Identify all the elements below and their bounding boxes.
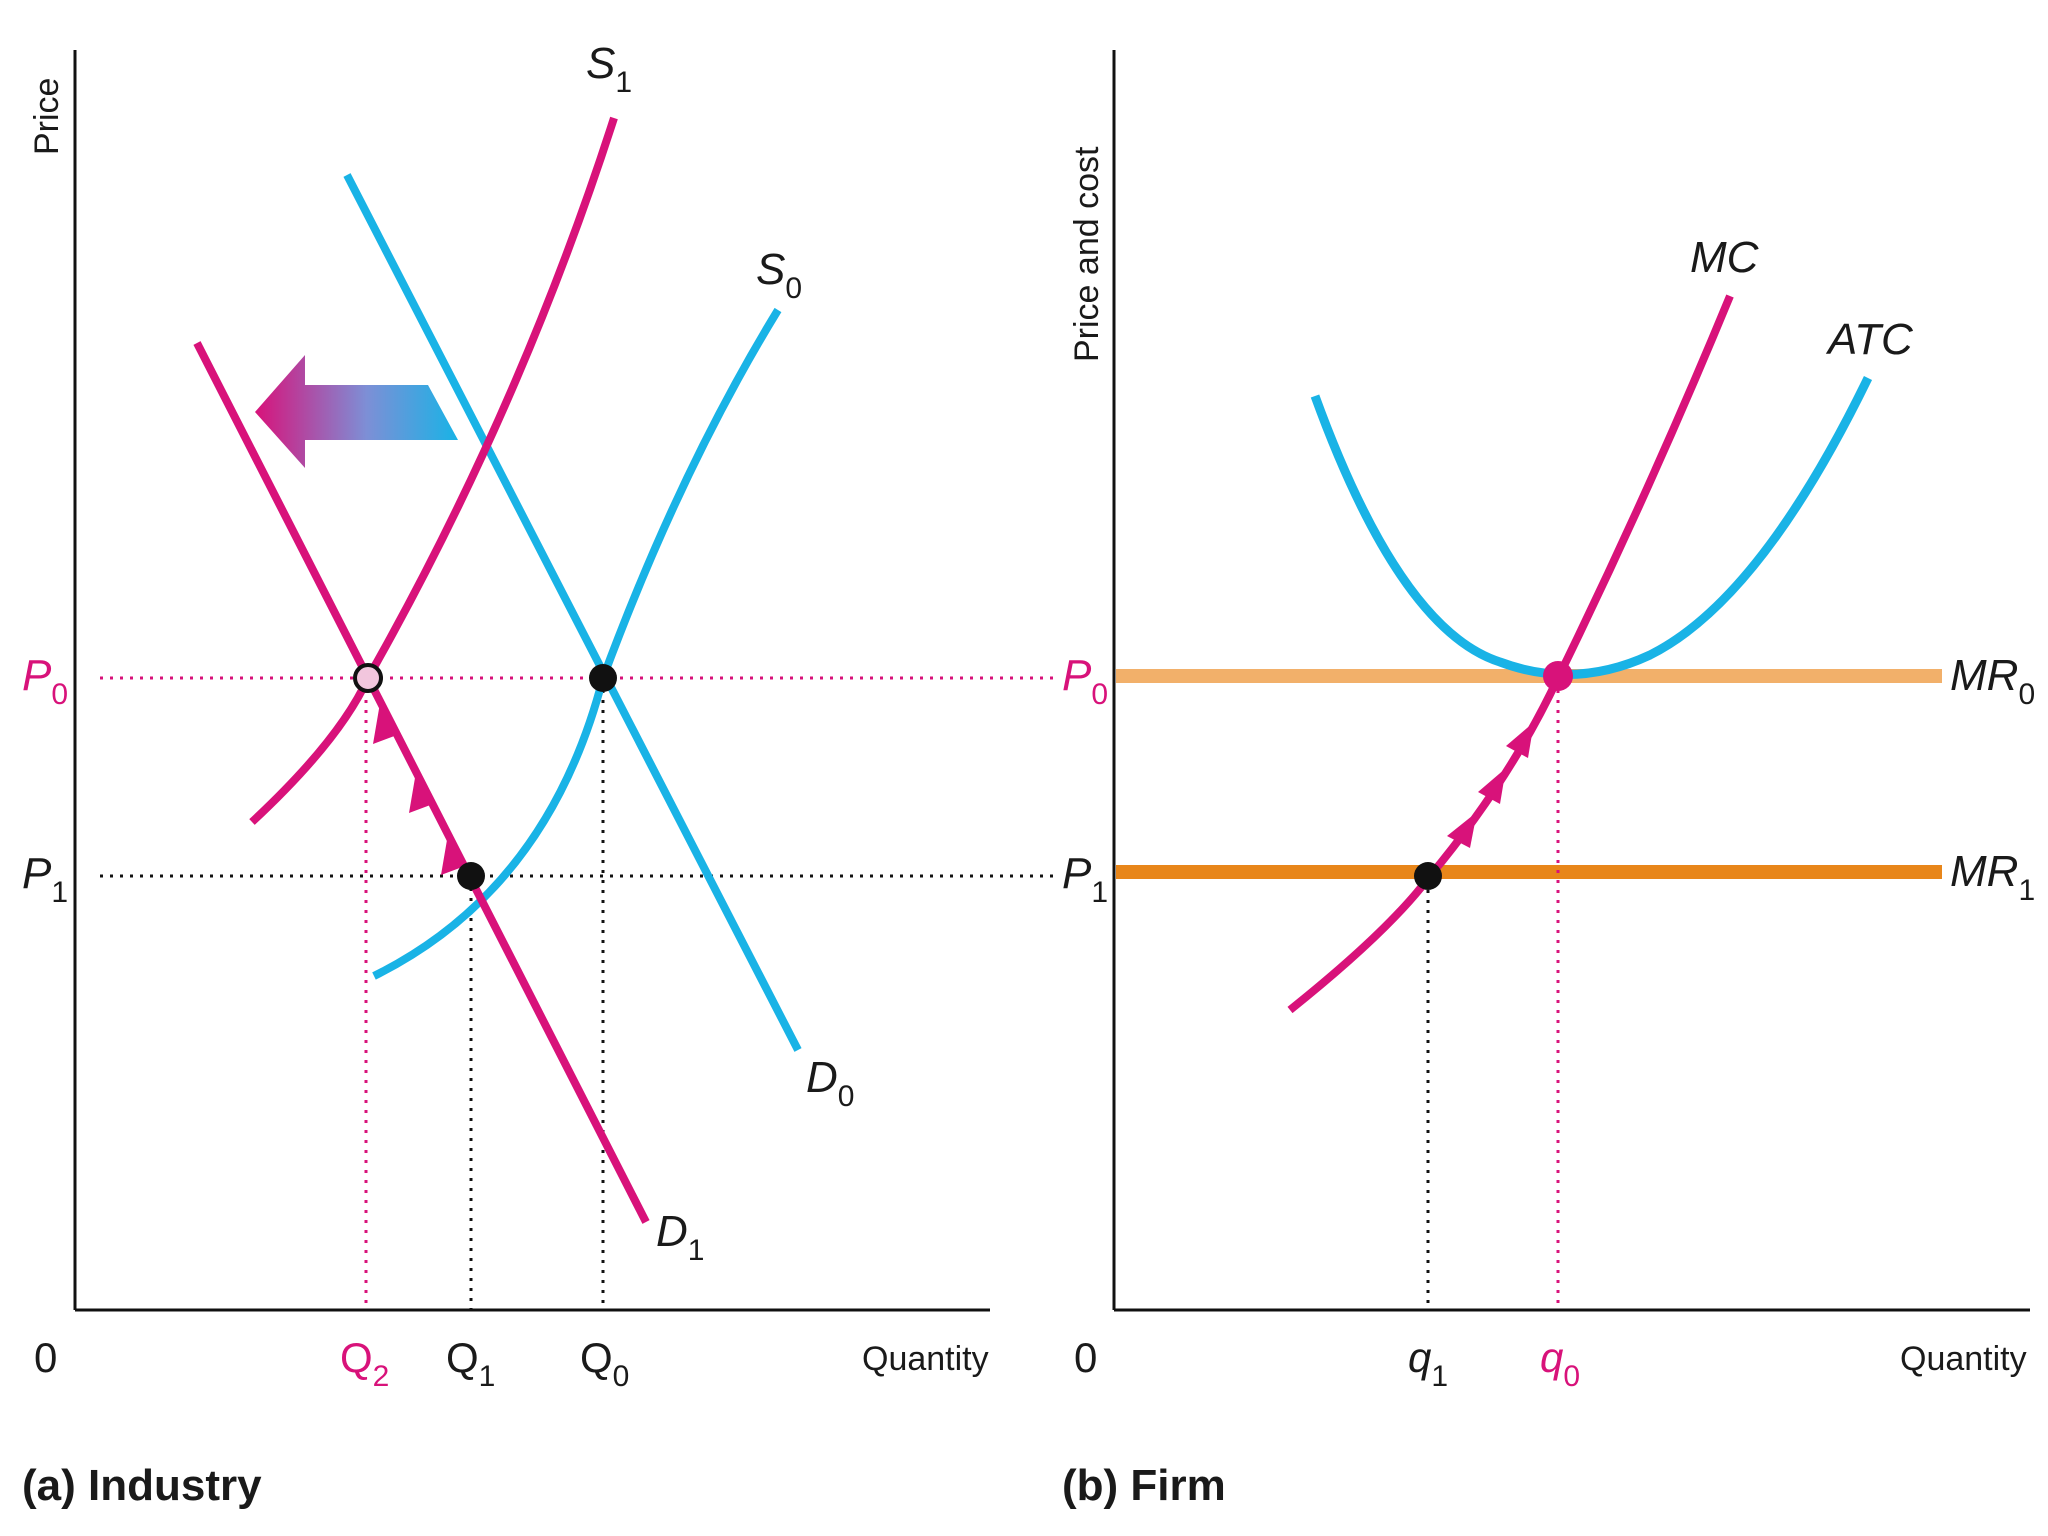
d0-label: D0 bbox=[806, 1053, 854, 1113]
demand-curve-d0 bbox=[343, 173, 802, 1052]
mc-label: MC bbox=[1690, 233, 1760, 282]
firm-panel: MC ATC MR0 MR1 P0 P1 q1 q0 0 Quantity Pr… bbox=[1062, 50, 2035, 1510]
q1-label: Q1 bbox=[446, 1334, 495, 1393]
firm-short-run-point bbox=[1414, 862, 1442, 890]
d1-label: D1 bbox=[656, 1207, 704, 1267]
industry-p1-label: P1 bbox=[22, 849, 68, 909]
path-arrow-3 bbox=[441, 834, 465, 875]
initial-equilibrium-point bbox=[589, 664, 617, 692]
q0-firm-label: q0 bbox=[1540, 1334, 1580, 1393]
firm-path-arrow-2 bbox=[1478, 768, 1506, 804]
firm-caption: (b) Firm bbox=[1062, 1461, 1226, 1510]
industry-origin-label: 0 bbox=[34, 1334, 57, 1381]
demand-shift-arrow bbox=[255, 355, 458, 468]
industry-panel: S1 S0 D0 D1 P0 P1 Q2 Q1 Q0 0 Quantity Pr… bbox=[22, 39, 1060, 1510]
mr1-label: MR1 bbox=[1950, 847, 2035, 907]
s0-label: S0 bbox=[756, 245, 802, 305]
firm-y-axis-title: Price and cost bbox=[1068, 146, 1106, 362]
path-arrow-2 bbox=[409, 772, 433, 813]
mc-curve bbox=[1287, 294, 1734, 1014]
q2-label: Q2 bbox=[340, 1334, 389, 1393]
s1-label: S1 bbox=[586, 39, 632, 99]
adjustment-path-arrows bbox=[373, 703, 465, 875]
atc-label: ATC bbox=[1825, 315, 1914, 364]
firm-p1-label: P1 bbox=[1062, 849, 1108, 909]
firm-origin-label: 0 bbox=[1074, 1334, 1097, 1381]
new-equilibrium-point bbox=[353, 663, 383, 693]
firm-adjustment-arrows bbox=[1447, 722, 1534, 848]
short-run-equilibrium-point bbox=[457, 862, 485, 890]
firm-long-run-point bbox=[1543, 661, 1573, 691]
firm-x-axis-title: Quantity bbox=[1900, 1340, 2027, 1378]
supply-curve-s1 bbox=[249, 116, 618, 825]
industry-caption: (a) Industry bbox=[22, 1461, 262, 1510]
atc-curve bbox=[1310, 376, 1873, 679]
q1-firm-label: q1 bbox=[1408, 1334, 1448, 1393]
industry-x-axis-title: Quantity bbox=[862, 1340, 989, 1378]
firm-path-arrow-3 bbox=[1506, 722, 1534, 758]
firm-path-arrow-1 bbox=[1447, 812, 1477, 848]
industry-p0-label: P0 bbox=[22, 651, 68, 711]
mr0-label: MR0 bbox=[1950, 651, 2035, 711]
firm-p0-label: P0 bbox=[1062, 651, 1108, 711]
industry-y-axis-title: Price bbox=[28, 78, 66, 155]
q0-label: Q0 bbox=[580, 1334, 629, 1393]
path-arrow-1 bbox=[373, 703, 397, 744]
